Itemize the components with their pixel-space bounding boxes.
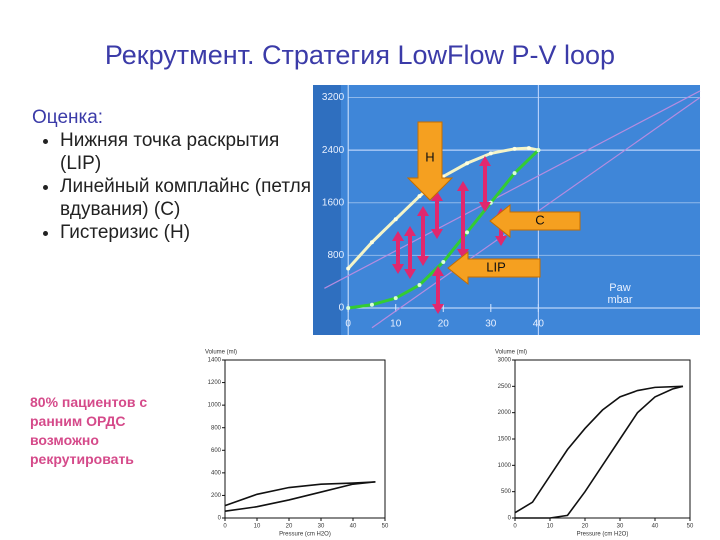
point xyxy=(346,306,351,311)
x-tick-label: 0 xyxy=(223,524,227,530)
x-tick-label: 30 xyxy=(617,524,624,530)
x-axis-label: Pressure (cm H2O) xyxy=(279,532,331,538)
bullet: Гистеризис (Н) xyxy=(60,221,322,244)
point xyxy=(465,161,470,166)
curve xyxy=(514,385,684,514)
curve xyxy=(224,481,376,513)
x-tick-label: 20 xyxy=(286,524,293,530)
y-tick-label: 3000 xyxy=(498,358,512,364)
y-tick-label: 2000 xyxy=(498,410,512,416)
annotation: H xyxy=(425,149,434,164)
arrow-head xyxy=(392,264,404,274)
x-axis-label: mbar xyxy=(607,294,632,306)
y-tick-label: 500 xyxy=(501,489,512,495)
annotation-box xyxy=(447,250,541,286)
x-tick-label: 50 xyxy=(382,524,389,530)
curve xyxy=(347,146,539,270)
plot-area xyxy=(224,359,386,519)
x-tick-label: 10 xyxy=(547,524,554,530)
y-tick-label: 1500 xyxy=(498,437,512,443)
y-tick-label: 200 xyxy=(211,493,222,499)
point xyxy=(393,217,398,222)
arrow-head xyxy=(432,304,444,314)
y-tick-label: 1600 xyxy=(322,197,345,208)
arrow-head xyxy=(495,236,507,246)
x-tick-label: 30 xyxy=(318,524,325,530)
arrow-head xyxy=(404,226,416,236)
x-tick-label: 10 xyxy=(254,524,261,530)
arrow-head xyxy=(417,206,429,216)
arrow-head xyxy=(431,191,443,201)
y-tick-label: 0 xyxy=(218,516,222,522)
x-tick-label: 20 xyxy=(582,524,589,530)
point xyxy=(441,259,446,264)
y-tick-label: 400 xyxy=(211,470,222,476)
plot-margin xyxy=(313,85,341,335)
y-tick-label: 2500 xyxy=(498,384,512,390)
x-axis-label: Pressure (cm H2O) xyxy=(577,532,629,538)
point xyxy=(512,146,517,151)
arrow-head xyxy=(479,156,491,166)
arrow-head xyxy=(457,249,469,259)
compliance-line xyxy=(324,90,701,289)
x-tick-label: 0 xyxy=(513,524,517,530)
bullet-list: Оценка: Нижняя точка раскрытия (LIP) Лин… xyxy=(32,106,322,244)
annotation: C xyxy=(535,212,544,227)
y-tick-label: 800 xyxy=(327,250,344,261)
y-tick-label: 0 xyxy=(339,303,345,314)
arrow-head xyxy=(479,202,491,212)
y-axis-label: Volume (ml) xyxy=(495,350,527,356)
point xyxy=(536,148,541,153)
note: 80% пациентов с ранним ОРДС возможно рек… xyxy=(30,394,148,467)
arrow-head xyxy=(457,181,469,191)
annotation-box xyxy=(489,203,581,239)
y-tick-label: 0 xyxy=(508,516,512,522)
arrow-head xyxy=(417,256,429,266)
x-tick-label: 30 xyxy=(485,319,497,330)
x-tick-label: 40 xyxy=(350,524,357,530)
annotation-box xyxy=(406,121,454,201)
point xyxy=(417,194,422,199)
bullet: Линейный комплайнс (петля вдувания) (С) xyxy=(60,175,322,221)
point xyxy=(417,283,422,287)
x-axis-label: Paw xyxy=(609,282,630,294)
bullet: Нижняя точка раскрытия (LIP) xyxy=(60,129,322,175)
annotation: LIP xyxy=(486,259,506,274)
y-tick-label: 1200 xyxy=(208,380,222,386)
y-axis-label: Volume (ml) xyxy=(205,350,237,356)
plot-area xyxy=(514,359,691,519)
x-tick-label: 50 xyxy=(687,524,694,530)
point xyxy=(488,151,493,156)
point xyxy=(465,230,470,235)
arrow-head xyxy=(432,266,444,276)
point xyxy=(369,302,374,307)
x-tick-label: 40 xyxy=(652,524,659,530)
arrow-head xyxy=(431,229,443,239)
y-tick-label: 2400 xyxy=(322,145,345,156)
point xyxy=(393,296,398,301)
y-tick-label: 1000 xyxy=(498,463,512,469)
y-tick-label: 800 xyxy=(211,425,222,431)
point xyxy=(369,240,374,245)
x-tick-label: 10 xyxy=(390,319,402,330)
arrow-head xyxy=(404,269,416,279)
curve xyxy=(515,385,684,519)
x-tick-label: 20 xyxy=(438,319,450,330)
point xyxy=(346,266,351,271)
bullet-heading: Оценка: xyxy=(32,107,104,128)
curve xyxy=(224,481,376,507)
y-tick-label: 3200 xyxy=(322,92,345,103)
point xyxy=(512,171,517,176)
point xyxy=(526,146,531,151)
y-tick-label: 600 xyxy=(211,448,222,454)
y-tick-label: 1000 xyxy=(208,403,222,409)
slide-title: Рекрутмент. Стратегия LowFlow P-V loop xyxy=(104,40,616,70)
arrow-head xyxy=(392,231,404,241)
y-tick-label: 1400 xyxy=(208,358,222,364)
